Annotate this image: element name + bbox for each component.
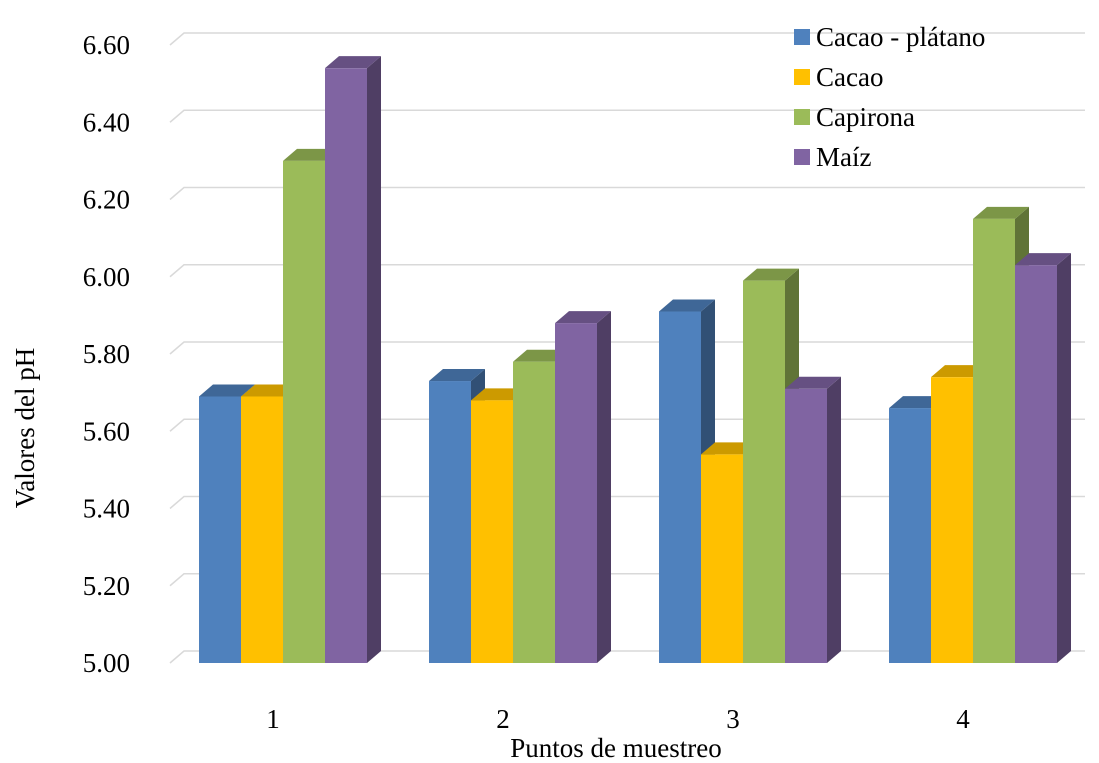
gridline bbox=[169, 32, 1085, 46]
x-axis-title: Puntos de muestreo bbox=[510, 733, 721, 763]
y-axis-tick-labels: 5.00 5.20 5.40 5.60 5.80 6.00 6.20 6.40 6.60 bbox=[83, 30, 130, 678]
legend-label: Cacao - plátano bbox=[816, 22, 985, 52]
x-axis-tick-labels: 1 2 3 4 bbox=[266, 704, 970, 734]
legend-swatch bbox=[794, 29, 810, 45]
gridlines bbox=[169, 32, 1085, 664]
y-tick-label: 5.00 bbox=[83, 648, 130, 678]
legend-label: Maíz bbox=[816, 142, 871, 172]
x-tick-label: 4 bbox=[956, 704, 970, 734]
x-tick-label: 1 bbox=[266, 704, 280, 734]
y-tick-label: 5.20 bbox=[83, 571, 130, 601]
y-tick-label: 5.40 bbox=[83, 494, 130, 524]
gridline bbox=[169, 264, 1085, 278]
y-axis-title: Valores del pH bbox=[10, 348, 40, 508]
bar bbox=[785, 376, 841, 663]
x-tick-label: 2 bbox=[496, 704, 510, 734]
x-tick-label: 3 bbox=[726, 704, 740, 734]
legend-label: Cacao bbox=[816, 62, 883, 92]
legend-label: Capirona bbox=[816, 102, 915, 132]
y-tick-label: 5.60 bbox=[83, 416, 130, 446]
legend-item: Cacao bbox=[794, 62, 883, 92]
y-tick-label: 6.60 bbox=[83, 30, 130, 60]
legend-item: Maíz bbox=[794, 142, 871, 172]
gridline bbox=[169, 186, 1085, 201]
y-tick-label: 6.20 bbox=[83, 185, 130, 215]
legend-swatch bbox=[794, 109, 810, 125]
legend-item: Cacao - plátano bbox=[794, 22, 985, 52]
legend-swatch bbox=[794, 69, 810, 85]
gridline bbox=[169, 109, 1085, 123]
bar bbox=[555, 311, 611, 663]
bar bbox=[1015, 253, 1071, 663]
y-tick-label: 6.00 bbox=[83, 262, 130, 292]
y-tick-label: 6.40 bbox=[83, 107, 130, 137]
y-tick-label: 5.80 bbox=[83, 339, 130, 369]
legend-swatch bbox=[794, 149, 810, 165]
legend: Cacao - plátano Cacao Capirona Maíz bbox=[794, 22, 985, 172]
bars bbox=[199, 56, 1071, 664]
legend-item: Capirona bbox=[794, 102, 915, 132]
bar bbox=[325, 56, 381, 664]
